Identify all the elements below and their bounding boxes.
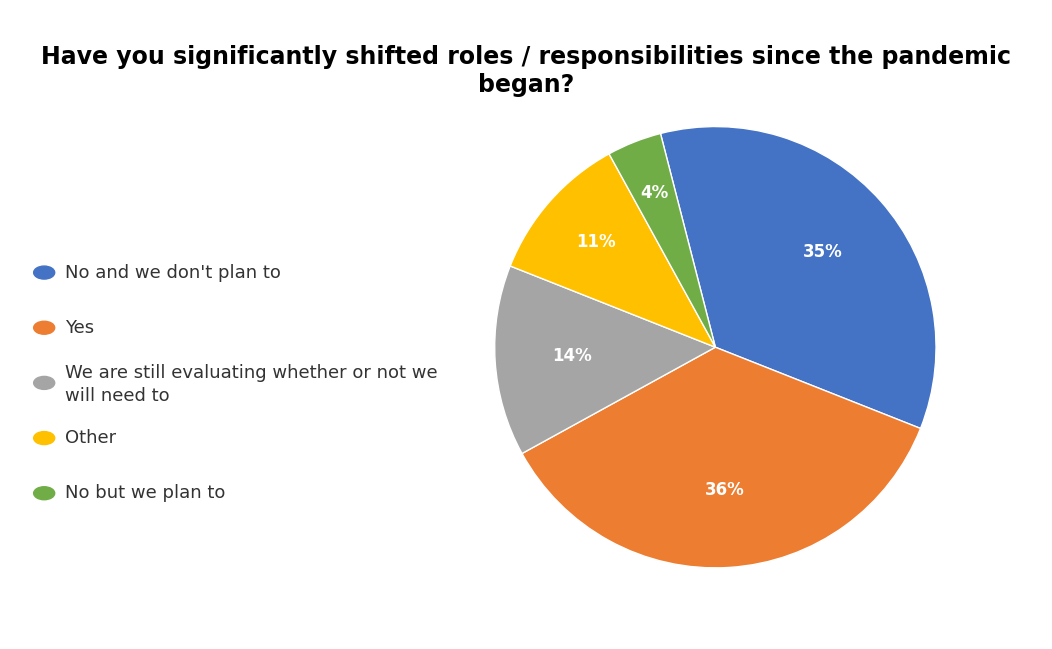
Text: No and we don't plan to: No and we don't plan to: [65, 263, 281, 282]
Text: 14%: 14%: [552, 347, 592, 365]
Text: 11%: 11%: [576, 233, 616, 251]
Text: will need to: will need to: [65, 387, 169, 405]
Wedge shape: [609, 134, 715, 347]
Text: We are still evaluating whether or not we: We are still evaluating whether or not w…: [65, 364, 438, 382]
Text: Yes: Yes: [65, 319, 95, 337]
Wedge shape: [494, 266, 715, 454]
Text: 4%: 4%: [641, 184, 669, 202]
Text: 35%: 35%: [803, 243, 843, 262]
Text: No but we plan to: No but we plan to: [65, 484, 225, 502]
Wedge shape: [661, 127, 936, 428]
Wedge shape: [522, 347, 920, 568]
Text: Other: Other: [65, 429, 117, 447]
Text: Have you significantly shifted roles / responsibilities since the pandemic
began: Have you significantly shifted roles / r…: [41, 45, 1011, 97]
Text: 36%: 36%: [705, 482, 744, 499]
Wedge shape: [510, 154, 715, 347]
